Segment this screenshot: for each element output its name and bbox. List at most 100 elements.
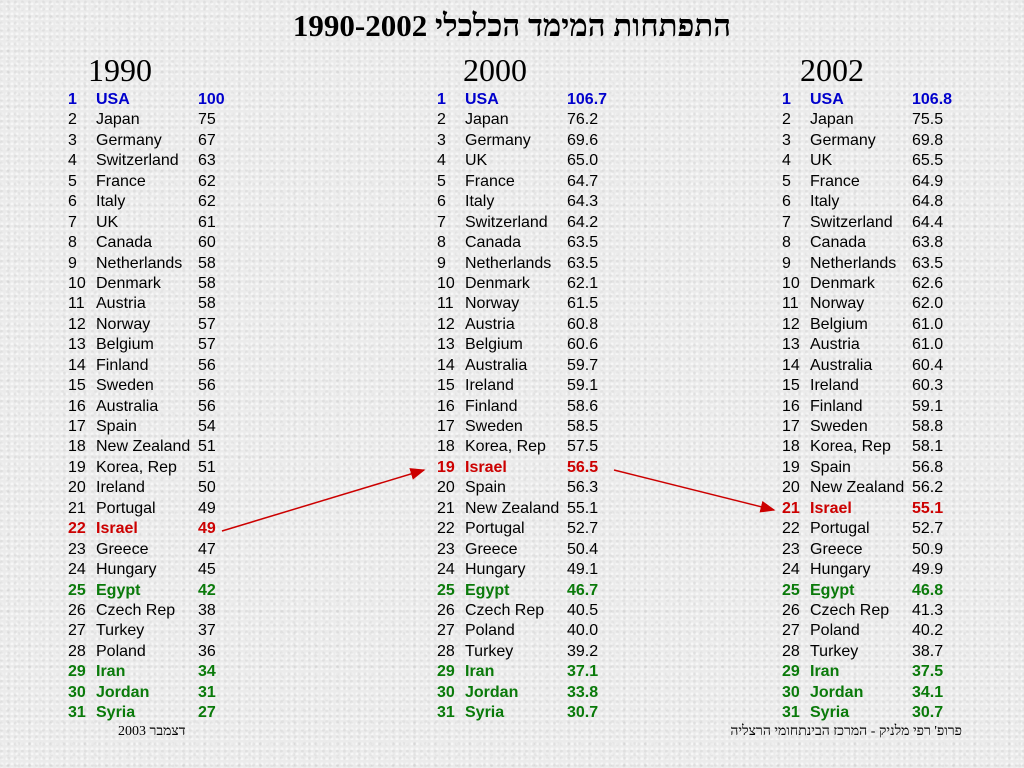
ranking-value: 63.5: [567, 254, 599, 272]
ranking-value: 63.8: [912, 234, 944, 252]
ranking-rank: 14: [782, 356, 800, 374]
ranking-rank: 4: [68, 152, 77, 170]
ranking-rank: 1: [782, 91, 791, 108]
ranking-value: 37.5: [912, 663, 944, 681]
ranking-value: 67: [198, 131, 216, 149]
ranking-value: 49: [198, 499, 216, 517]
ranking-country: Ireland: [465, 377, 514, 395]
ranking-value: 56.5: [567, 458, 599, 476]
israel-arrow-1990-2000: [221, 468, 426, 532]
ranking-value: 52.7: [567, 520, 599, 538]
ranking-country: Japan: [465, 111, 509, 129]
ranking-rank: 18: [68, 438, 86, 456]
ranking-value: 62.6: [912, 274, 944, 292]
ranking-value: 33.8: [567, 683, 599, 701]
ranking-rank: 11: [68, 295, 85, 313]
ranking-country: Iran: [810, 663, 840, 681]
ranking-rank: 31: [782, 704, 800, 722]
ranking-country: France: [96, 172, 146, 190]
ranking-rank: 4: [437, 152, 446, 170]
ranking-rank: 4: [782, 152, 791, 170]
ranking-country: Switzerland: [465, 213, 548, 231]
ranking-value: 60.3: [912, 377, 944, 395]
ranking-country: Spain: [810, 458, 851, 476]
ranking-value: 59.1: [567, 377, 599, 395]
ranking-country: Israel: [96, 520, 138, 538]
ranking-rank: 25: [782, 581, 800, 599]
ranking-rank: 8: [437, 234, 446, 252]
ranking-country: Finland: [96, 356, 149, 374]
ranking-value: 106.7: [567, 91, 608, 108]
ranking-value: 58: [198, 295, 216, 313]
year-header-2002: 2002: [800, 52, 864, 88]
ranking-rank: 3: [68, 131, 77, 149]
ranking-value: 64.7: [567, 172, 599, 190]
ranking-rank: 26: [68, 601, 86, 619]
ranking-value: 65.5: [912, 152, 944, 170]
ranking-country: Norway: [810, 295, 865, 313]
ranking-rank: 12: [68, 315, 86, 333]
ranking-value: 55.1: [567, 499, 599, 517]
ranking-country: Korea, Rep: [465, 438, 546, 456]
ranking-value: 64.2: [567, 213, 599, 231]
ranking-value: 34.1: [912, 683, 944, 701]
ranking-value: 51: [198, 458, 216, 476]
ranking-country: UK: [96, 213, 119, 231]
ranking-rank: 20: [782, 479, 800, 497]
ranking-rank: 17: [68, 418, 86, 435]
ranking-rank: 26: [782, 601, 800, 619]
ranking-country: Spain: [96, 418, 137, 435]
ranking-country: UK: [810, 152, 833, 170]
ranking-rank: 3: [437, 131, 446, 149]
ranking-country: USA: [96, 91, 130, 108]
ranking-value: 30.7: [567, 704, 599, 722]
ranking-country: Belgium: [810, 315, 868, 333]
ranking-rank: 9: [782, 254, 791, 272]
ranking-country: Spain: [465, 479, 506, 497]
ranking-value: 63.5: [912, 254, 944, 272]
ranking-value: 42: [198, 581, 216, 599]
ranking-rank: 26: [437, 601, 455, 619]
footer-date: דצמבר 2003: [118, 724, 186, 739]
ranking-country: Turkey: [810, 642, 859, 660]
ranking-value: 76.2: [567, 111, 599, 129]
ranking-country: Norway: [465, 295, 520, 313]
ranking-country: Portugal: [810, 520, 870, 538]
ranking-country: Norway: [96, 315, 151, 333]
ranking-rank: 24: [437, 561, 455, 579]
ranking-rank: 6: [782, 193, 791, 211]
ranking-value: 64.9: [912, 172, 944, 190]
ranking-country: Syria: [96, 704, 136, 722]
year-header-2000: 2000: [463, 52, 527, 88]
ranking-country: Egypt: [96, 581, 141, 599]
ranking-rank: 7: [782, 213, 791, 231]
ranking-rank: 11: [782, 295, 799, 313]
ranking-value: 69.8: [912, 131, 944, 149]
ranking-value: 49.1: [567, 561, 599, 579]
ranking-value: 54: [198, 418, 216, 435]
ranking-country: Austria: [810, 336, 860, 354]
ranking-country: Korea, Rep: [96, 458, 177, 476]
ranking-country: Canada: [96, 234, 153, 252]
ranking-country: Turkey: [465, 642, 514, 660]
ranking-country: New Zealand: [810, 479, 905, 497]
ranking-value: 58.1: [912, 438, 944, 456]
ranking-country: Switzerland: [96, 152, 179, 170]
ranking-country: Iran: [465, 663, 495, 681]
ranking-rank: 14: [437, 356, 455, 374]
ranking-rank: 10: [68, 274, 86, 292]
ranking-value: 75.5: [912, 111, 944, 129]
ranking-country: Syria: [465, 704, 505, 722]
ranking-country: Jordan: [465, 683, 519, 701]
ranking-value: 37.1: [567, 663, 599, 681]
ranking-value: 57.5: [567, 438, 599, 456]
ranking-value: 60.8: [567, 315, 599, 333]
ranking-country: Iran: [96, 663, 126, 681]
ranking-country: Netherlands: [96, 254, 183, 272]
ranking-rank: 31: [437, 704, 455, 722]
ranking-rank: 15: [437, 377, 455, 395]
ranking-rank: 1: [437, 91, 446, 108]
ranking-country: France: [810, 172, 860, 190]
ranking-rank: 25: [68, 581, 86, 599]
